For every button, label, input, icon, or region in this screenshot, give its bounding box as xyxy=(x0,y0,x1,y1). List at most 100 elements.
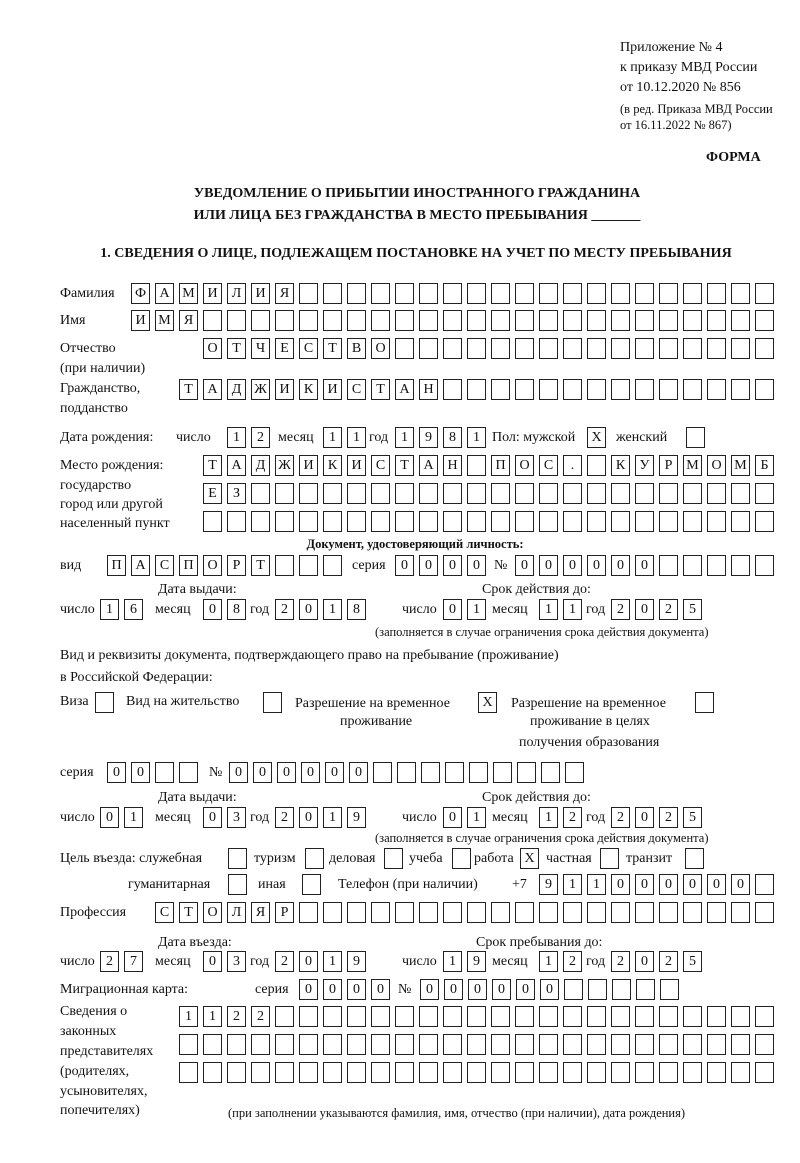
profession-cell[interactable]: Т xyxy=(179,902,198,923)
doc-number-cell[interactable] xyxy=(731,555,750,576)
stay-year-cell[interactable]: 2 xyxy=(611,951,630,972)
reps-2-cell[interactable] xyxy=(491,1034,510,1055)
patronymic-cell[interactable]: В xyxy=(347,338,366,359)
birth-place-2-cell[interactable] xyxy=(299,483,318,504)
doc-valid-year-cell[interactable]: 0 xyxy=(635,599,654,620)
doc-issue-year-cell[interactable]: 1 xyxy=(323,599,342,620)
name-cell[interactable] xyxy=(227,310,246,331)
birth-month-cell[interactable]: 1 xyxy=(323,427,342,448)
profession-cell[interactable] xyxy=(707,902,726,923)
patronymic-cell[interactable]: О xyxy=(371,338,390,359)
birth-place-2-cell[interactable]: З xyxy=(227,483,246,504)
birth-place-1-cell[interactable]: С xyxy=(371,455,390,476)
reps-2-cell[interactable] xyxy=(467,1034,486,1055)
p-business-cell[interactable] xyxy=(384,848,403,869)
surname-cell[interactable] xyxy=(755,283,774,304)
birth-place-3-cell[interactable] xyxy=(443,511,462,532)
reps-2-cell[interactable] xyxy=(587,1034,606,1055)
birth-place-1-cell[interactable]: О xyxy=(515,455,534,476)
mig-number-cell[interactable]: 0 xyxy=(420,979,439,1000)
doc-valid-year-cell[interactable]: 2 xyxy=(611,599,630,620)
name-cell[interactable] xyxy=(275,310,294,331)
birth-place-3-cell[interactable] xyxy=(347,511,366,532)
citizenship-cell[interactable]: Д xyxy=(227,379,246,400)
reps-2-cell[interactable] xyxy=(251,1034,270,1055)
p-service-cell[interactable] xyxy=(228,848,247,869)
birth-place-2-cell[interactable] xyxy=(707,483,726,504)
reps-2-cell[interactable] xyxy=(683,1034,702,1055)
birth-place-1-cell[interactable]: И xyxy=(299,455,318,476)
reps-1-cell[interactable] xyxy=(515,1006,534,1027)
birth-place-1-cell[interactable]: М xyxy=(683,455,702,476)
profession-cell[interactable] xyxy=(347,902,366,923)
stay-month-cell[interactable]: 2 xyxy=(563,951,582,972)
temp-residence-cell[interactable]: X xyxy=(478,692,497,713)
profession-cell[interactable]: С xyxy=(155,902,174,923)
surname-cell[interactable]: И xyxy=(251,283,270,304)
surname-cell[interactable] xyxy=(395,283,414,304)
stay-issue-day-cell[interactable]: 0 xyxy=(100,807,119,828)
reps-3-cell[interactable] xyxy=(491,1062,510,1083)
birth-place-2-cell[interactable] xyxy=(611,483,630,504)
birth-place-3-cell[interactable] xyxy=(635,511,654,532)
reps-1-cell[interactable] xyxy=(611,1006,630,1027)
entry-year-cell[interactable]: 1 xyxy=(323,951,342,972)
stay-series-cell[interactable] xyxy=(179,762,198,783)
birth-place-1-cell[interactable]: И xyxy=(347,455,366,476)
citizenship-cell[interactable] xyxy=(659,379,678,400)
birth-place-2-cell[interactable] xyxy=(563,483,582,504)
reps-2-cell[interactable] xyxy=(563,1034,582,1055)
reps-2-cell[interactable] xyxy=(203,1034,222,1055)
birth-place-1-cell[interactable] xyxy=(587,455,606,476)
birth-place-2-cell[interactable] xyxy=(635,483,654,504)
reps-1-cell[interactable] xyxy=(467,1006,486,1027)
surname-cell[interactable]: Я xyxy=(275,283,294,304)
surname-cell[interactable]: И xyxy=(203,283,222,304)
reps-3-cell[interactable] xyxy=(611,1062,630,1083)
profession-cell[interactable] xyxy=(659,902,678,923)
profession-cell[interactable] xyxy=(299,902,318,923)
stay-number-cell[interactable]: 0 xyxy=(301,762,320,783)
doc-kind-cell[interactable]: А xyxy=(131,555,150,576)
birth-place-1-cell[interactable]: К xyxy=(323,455,342,476)
stay-number-cell[interactable] xyxy=(517,762,536,783)
profession-cell[interactable]: Р xyxy=(275,902,294,923)
reps-2-cell[interactable] xyxy=(707,1034,726,1055)
name-cell[interactable] xyxy=(347,310,366,331)
doc-series-cell[interactable]: 0 xyxy=(419,555,438,576)
p-work-cell[interactable]: X xyxy=(520,848,539,869)
stay-number-cell[interactable] xyxy=(397,762,416,783)
profession-cell[interactable] xyxy=(371,902,390,923)
birth-place-2-cell[interactable]: Е xyxy=(203,483,222,504)
birth-place-1-cell[interactable]: У xyxy=(635,455,654,476)
stay-issue-year-cell[interactable]: 1 xyxy=(323,807,342,828)
reps-2-cell[interactable] xyxy=(299,1034,318,1055)
mig-number-cell[interactable] xyxy=(588,979,607,1000)
doc-valid-month-cell[interactable]: 1 xyxy=(539,599,558,620)
birth-year-cell[interactable]: 1 xyxy=(467,427,486,448)
birth-place-3-cell[interactable] xyxy=(731,511,750,532)
birth-place-3-cell[interactable] xyxy=(611,511,630,532)
doc-issue-year-cell[interactable]: 8 xyxy=(347,599,366,620)
birth-place-3-cell[interactable] xyxy=(251,511,270,532)
birth-place-1-cell[interactable]: А xyxy=(227,455,246,476)
profession-cell[interactable] xyxy=(491,902,510,923)
reps-2-cell[interactable] xyxy=(611,1034,630,1055)
birth-place-2-cell[interactable] xyxy=(323,483,342,504)
doc-kind-cell[interactable]: Р xyxy=(227,555,246,576)
mig-number-cell[interactable]: 0 xyxy=(516,979,535,1000)
reps-3-cell[interactable] xyxy=(299,1062,318,1083)
reps-3-cell[interactable] xyxy=(251,1062,270,1083)
name-cell[interactable] xyxy=(731,310,750,331)
doc-issue-year-cell[interactable]: 0 xyxy=(299,599,318,620)
birth-day-cell[interactable]: 2 xyxy=(251,427,270,448)
reps-2-cell[interactable] xyxy=(275,1034,294,1055)
stay-issue-year-cell[interactable]: 9 xyxy=(347,807,366,828)
sex-female-cell[interactable] xyxy=(686,427,705,448)
citizenship-cell[interactable] xyxy=(755,379,774,400)
reps-1-cell[interactable] xyxy=(299,1006,318,1027)
surname-cell[interactable] xyxy=(443,283,462,304)
reps-2-cell[interactable] xyxy=(659,1034,678,1055)
birth-place-1-cell[interactable] xyxy=(467,455,486,476)
patronymic-cell[interactable]: Е xyxy=(275,338,294,359)
